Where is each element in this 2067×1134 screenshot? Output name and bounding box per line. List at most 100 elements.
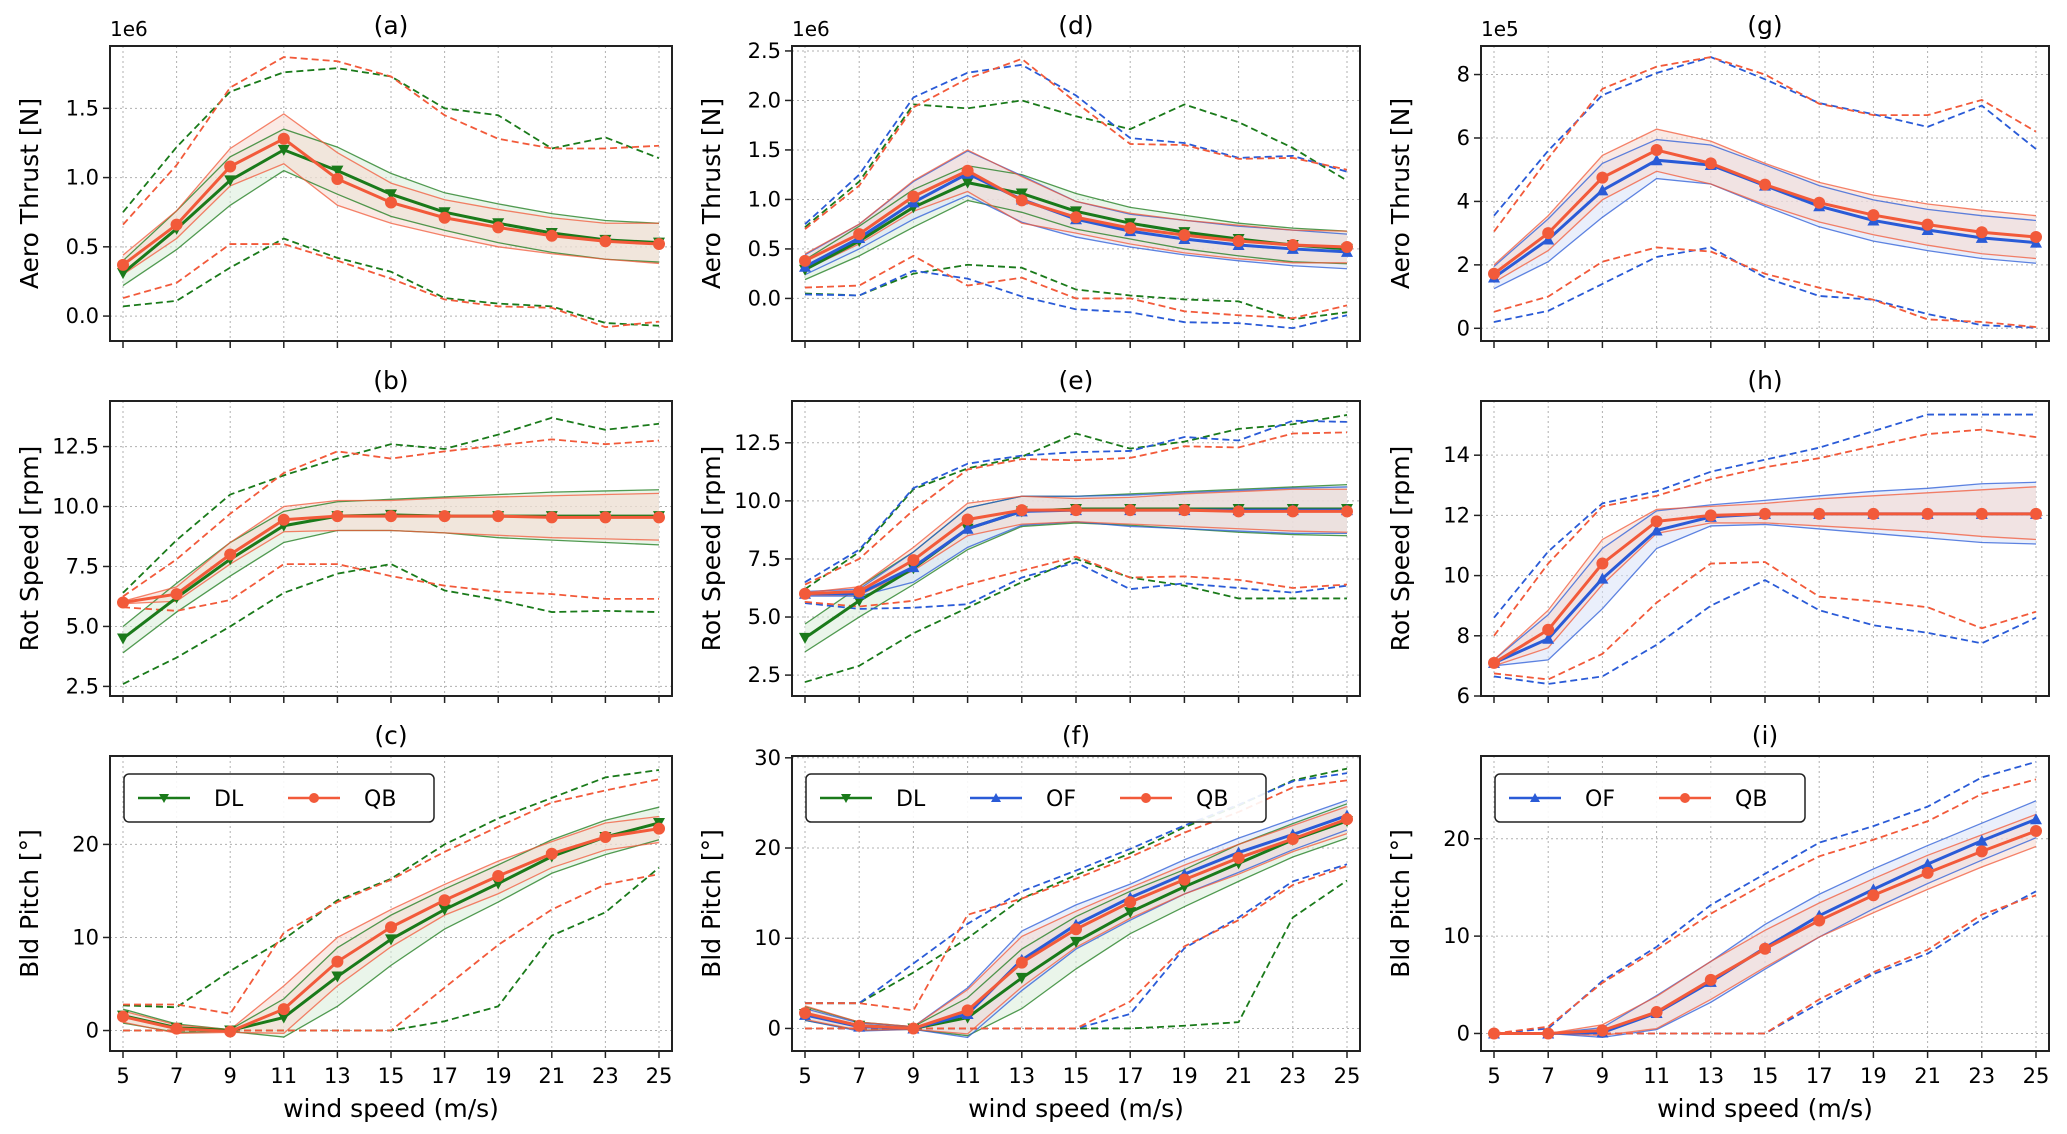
marker-qb — [1704, 509, 1717, 522]
y-tick-label: 7.5 — [66, 554, 99, 578]
panel-title: (c) — [374, 721, 407, 750]
y-tick-label: 10.0 — [734, 489, 781, 513]
marker-qb — [653, 822, 665, 835]
marker-qb — [224, 160, 237, 173]
max-dashed-qb — [122, 438, 660, 598]
x-tick-label: 5 — [1487, 1064, 1500, 1088]
y-axis-label: Bld Pitch [°] — [697, 829, 726, 978]
marker-qb — [1124, 504, 1137, 517]
marker-qb — [907, 1022, 920, 1035]
y-tick-label: 0.5 — [748, 237, 781, 261]
band-lower-of — [1493, 177, 2037, 290]
band-lower-dl — [804, 199, 1348, 281]
band-qb — [1494, 814, 2036, 1036]
x-tick-label: 9 — [907, 1064, 920, 1088]
band-qb — [1494, 486, 2036, 666]
marker-qb — [653, 238, 665, 251]
max-dashed-dl — [122, 416, 660, 594]
marker-qb — [599, 830, 612, 843]
band-upper-qb — [122, 815, 660, 1031]
marker-qb — [2030, 507, 2042, 520]
marker-qb — [545, 511, 558, 524]
x-tick-label: 7 — [1542, 1064, 1555, 1088]
band-upper-qb — [804, 805, 1348, 1028]
min-dashed-dl — [804, 557, 1347, 683]
legend-marker-qb — [309, 793, 319, 803]
marker-qb — [1124, 896, 1137, 909]
min-dashed-of — [1493, 579, 2037, 685]
marker-qb — [331, 510, 344, 523]
marker-of — [1650, 524, 1663, 536]
y-tick-label: 12.5 — [52, 435, 99, 459]
marker-qb — [907, 190, 920, 203]
y-tick-label: 12 — [1443, 503, 1470, 527]
min-dashed-dl — [122, 237, 660, 327]
band-upper-dl — [122, 489, 660, 627]
marker-qb — [1542, 1027, 1555, 1040]
y-tick-label: 8 — [1457, 63, 1470, 87]
legend-marker-dl — [841, 794, 851, 803]
min-dashed-dl — [804, 263, 1348, 321]
marker-of — [1975, 834, 1988, 846]
legend-label-dl: DL — [214, 787, 244, 812]
marker-qb — [1867, 507, 1880, 520]
band-upper-qb — [1494, 813, 2037, 1035]
x-tick-label: 13 — [1697, 1064, 1724, 1088]
marker-qb — [1070, 504, 1082, 517]
marker-qb — [1650, 1006, 1663, 1019]
marker-of — [907, 561, 920, 573]
marker-qb — [1975, 507, 1988, 520]
panel-b: 2.5 5.0 7.5 10.0 12.5 Rot Speed [rpm] (b) — [15, 366, 673, 703]
min-dashed-of — [804, 561, 1348, 610]
x-tick-label: 15 — [1063, 1064, 1090, 1088]
marker-qb — [277, 132, 290, 145]
marker-dl — [385, 934, 397, 946]
x-tick-label: 15 — [1752, 1064, 1779, 1088]
band-lower-qb — [122, 162, 660, 276]
x-tick-label: 11 — [1643, 1064, 1670, 1088]
y-axis-label: Rot Speed [rpm] — [697, 446, 726, 652]
x-tick-label: 17 — [431, 1064, 458, 1088]
band-lower-qb — [1493, 522, 2037, 667]
min-dashed-qb — [1493, 246, 2037, 328]
y-tick-label: 10 — [754, 926, 781, 950]
marker-qb — [1921, 866, 1934, 879]
y-axis-label: Bld Pitch [°] — [1386, 829, 1415, 978]
band-lower-qb — [1494, 845, 2037, 1037]
marker-qb — [2030, 230, 2042, 243]
marker-qb — [1542, 623, 1555, 636]
panel-title: (f) — [1062, 721, 1090, 750]
x-tick-label: 23 — [1279, 1064, 1306, 1088]
y-tick-label: 10 — [1443, 564, 1470, 588]
max-dashed-qb — [1493, 56, 2037, 233]
band-qb — [805, 489, 1347, 595]
marker-qb — [1232, 851, 1245, 864]
plot-area — [117, 56, 665, 329]
y-tick-label: 2.5 — [748, 663, 781, 687]
y-tick-label: 20 — [72, 832, 99, 856]
marker-qb — [853, 228, 866, 241]
marker-qb — [961, 513, 974, 526]
marker-qb — [170, 1022, 183, 1035]
marker-qb — [961, 164, 974, 177]
legend: DL QB — [123, 773, 435, 823]
band-lower-qb — [122, 529, 660, 605]
max-dashed-dl — [804, 414, 1348, 590]
max-dashed-qb — [804, 431, 1348, 586]
y-tick-label: 0 — [86, 1019, 99, 1043]
panel-title: (h) — [1747, 366, 1782, 395]
legend-label-qb: QB — [1735, 787, 1767, 812]
marker-qb — [1341, 813, 1353, 826]
marker-qb — [1178, 229, 1191, 242]
plot-area — [117, 769, 665, 1038]
x-tick-label: 7 — [170, 1064, 183, 1088]
marker-qb — [1542, 227, 1555, 240]
marker-qb — [277, 1003, 290, 1016]
marker-qb — [1286, 505, 1299, 518]
y-tick-label: 1.5 — [748, 138, 781, 162]
band-upper-qb — [1493, 486, 2037, 661]
band-qb — [123, 493, 659, 604]
marker-qb — [1124, 222, 1137, 235]
panel-c: 5 7 9 11 13 15 17 19 21 23 25 wind speed (m/s) 0 10 20… — [15, 721, 673, 1123]
